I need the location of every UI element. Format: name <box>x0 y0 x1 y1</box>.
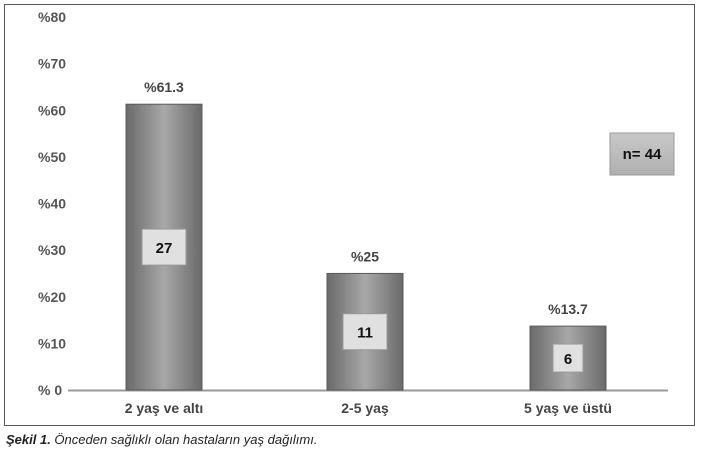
x-tick-label: 5 yaş ve üstü <box>524 400 612 416</box>
x-tick-label: 2 yaş ve altı <box>125 400 204 416</box>
bar-value-label: %25 <box>351 248 379 264</box>
y-tick-label: %80 <box>38 9 66 25</box>
y-tick-label: % 0 <box>38 382 62 398</box>
bar-value-label: %61.3 <box>144 79 184 95</box>
caption-text: Önceden sağlıklı olan hastaların yaş dağ… <box>50 432 318 447</box>
y-tick-label: %10 <box>38 335 66 351</box>
y-tick-label: %40 <box>38 196 66 212</box>
count-label: 6 <box>564 351 572 368</box>
figure-caption: Şekil 1. Önceden sağlıklı olan hastaları… <box>6 432 317 447</box>
count-box <box>141 228 187 266</box>
y-tick-label: %20 <box>38 289 66 305</box>
y-tick-label: %50 <box>38 149 66 165</box>
count-label: 27 <box>156 240 173 257</box>
sample-size-annotation: n= 44 <box>609 132 675 176</box>
count-box <box>342 313 388 351</box>
n-box <box>609 132 675 176</box>
y-tick-label: %30 <box>38 242 66 258</box>
caption-label: Şekil 1. <box>6 432 51 447</box>
bar-group: %13.7 6 5 yaş ve üstü <box>524 301 612 416</box>
bars: %61.3 27 2 yaş ve altı %25 11 2-5 yaş %13.7 6 5 … <box>125 79 612 416</box>
y-tick-label: %70 <box>38 56 66 72</box>
n-label: n= 44 <box>623 146 662 163</box>
x-tick-label: 2-5 yaş <box>341 400 389 416</box>
bar-group: %61.3 27 2 yaş ve altı <box>125 79 204 416</box>
bar-group: %25 11 2-5 yaş <box>326 248 404 416</box>
bar-value-label: %13.7 <box>548 301 588 317</box>
bar-chart: % 0 %10 %20 %30 %40 %50 %60 %70 %80 %61.3 27 2 yaş… <box>38 9 675 416</box>
y-tick-label: %60 <box>38 102 66 118</box>
bar <box>529 325 607 391</box>
count-label: 11 <box>357 325 373 342</box>
count-box <box>552 343 584 373</box>
